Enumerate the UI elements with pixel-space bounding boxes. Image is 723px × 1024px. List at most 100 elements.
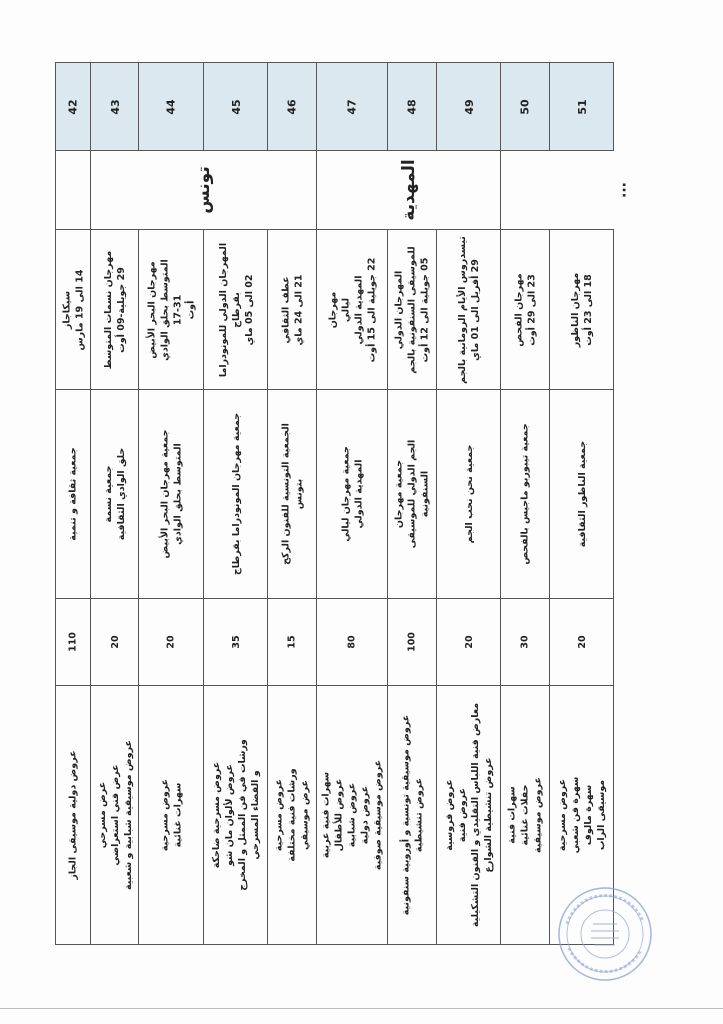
row-number-cell: 44 [138, 62, 204, 151]
count-cell-text: 35 [230, 635, 241, 649]
activities-cell-text: سهرات فنية [506, 786, 518, 844]
festival-cell-text: ليالي [340, 297, 351, 322]
count-cell: 15 [267, 598, 317, 686]
association-cell-text: جمعية ثقافة و تنمية [67, 447, 79, 541]
activities-cell-text: عروض دولية موسيقى الجاز [67, 750, 79, 880]
activities-cell-text: عرض موسيقي [299, 780, 311, 850]
activities-cell-text: عروض تنشيطية الشوارع [482, 757, 494, 873]
count-cell: 20 [549, 598, 614, 686]
activities-cell: سهرات فنية حفلات غنائية عروض موسيقية [500, 685, 550, 945]
count-cell-text: 20 [463, 635, 474, 649]
association-cell-text: جمعية مهرجان ليالي [340, 446, 351, 542]
festival-cell: مهرجان ليالي المهدية الدولي 22 جويلية الى 1… [316, 229, 388, 390]
festival-cell-text: مهرجان البحر الأبيض [146, 260, 157, 359]
count-cell: 20 [436, 598, 501, 686]
count-cell-text: 20 [165, 635, 177, 649]
festival-cell: مهرجان البحر الأبيض المتوسط بحلق الوادي 17… [138, 229, 204, 390]
row-number-cell-text: 46 [285, 98, 299, 115]
festival-cell-text: 02 الى 05 ماي [243, 274, 254, 345]
activities-cell-text: سهرات غنائية [172, 782, 183, 848]
count-cell-text: 20 [109, 635, 120, 649]
row-number-cell: 42 [55, 62, 91, 151]
festival-cell-text: المهدية الدولي [353, 275, 364, 344]
count-cell-text: 110 [67, 632, 79, 652]
festival-cell-text: 23 الى 29 أوت [526, 273, 537, 346]
dots-text: ... [613, 182, 630, 198]
activities-cell: سهرات فنية عربية عروض للأطفال عروض شبابية ع… [316, 685, 388, 945]
row-number-cell-text: 43 [108, 98, 121, 115]
activities-cell-text: حفلات غنائية [519, 784, 531, 846]
trailing-dots: ... [612, 160, 632, 220]
activities-cell: عروض موسيقية تونسية و أوروبية سنفونية عرو… [387, 685, 437, 945]
activities-cell-text: عروض فنية [456, 787, 468, 843]
association-cell-text: حلق الوادي الثقافية [115, 447, 127, 541]
festival-cell: المهرجان الدولي للمونودراما بقرطاج 02 الى … [203, 229, 268, 390]
row-number-cell: 50 [500, 62, 550, 151]
association-cell-text: بتونس [293, 478, 304, 510]
activities-cell-text: عروض لألوان مان شو [223, 764, 235, 866]
activities-cell-text: سهرة فن شعبي [569, 776, 581, 854]
count-cell: 110 [55, 598, 91, 686]
festival-cell: سيكاجاز 14 الى 19 مارس [55, 229, 91, 390]
festival-cell-text: سيكاجاز [61, 290, 72, 329]
festival-cell-text: 21 الى 24 ماي [293, 274, 304, 345]
row-number-cell-text: 44 [164, 98, 178, 115]
activities-cell-text: عروض موسيقية [532, 777, 544, 853]
festival-cell: مهرجان الفحص 23 الى 29 أوت [500, 229, 550, 390]
row-number-cell-text: 51 [575, 98, 588, 115]
activities-cell-text: عروض تنشيطية [413, 777, 424, 853]
association-cell-text: الجم الدولي للموسيقى [406, 439, 418, 549]
stamp-seal [558, 887, 652, 981]
activities-cell: عرض مسرحي عرض فني استعراضي عروض موسيقية شب… [90, 685, 139, 945]
row-number-cell: 49 [436, 62, 501, 151]
row-number-cell: 48 [387, 62, 437, 151]
activities-cell-text: عروض موسيقية صوفية [372, 759, 384, 871]
row-number-cell-text: 49 [462, 98, 475, 115]
festival-cell: مهرجان الناظور 18 الى 23 أوت [549, 229, 614, 390]
festival-cell: عطف الثقافي 21 الى 24 ماي [267, 229, 317, 390]
festival-cell-text: تيسدروس الأيام الرومانية بالجم [456, 235, 468, 384]
row-number-cell: 51 [549, 62, 614, 151]
festival-cell-text: مهرجان الناظور [569, 272, 581, 347]
row-number-cell-text: 48 [405, 98, 419, 115]
activities-cell-text: عرض مسرحي [96, 781, 107, 849]
governorate-cell-text: المهدية [398, 159, 419, 221]
association-cell: جمعية مهرجان المونودراما بقرطاج [203, 389, 268, 599]
festival-cell-text: 22 جويلية الى 15 أوت [366, 257, 377, 362]
association-cell: جمعية الناظور الثقافية [549, 389, 614, 599]
row-number-cell-text: 42 [66, 98, 80, 115]
activities-cell-text: موسيقى الراب [595, 779, 607, 851]
activities-cell: عروض فروسية عروض فنية معارض فنية اللباس ال… [436, 685, 501, 945]
count-cell: 20 [90, 598, 139, 686]
activities-cell: عروض دولية موسيقى الجاز [55, 685, 91, 945]
activities-cell-text: عروض موسيقية تونسية و أوروبية سنفونية [400, 714, 411, 916]
association-cell-text: جمعية الناظور الثقافية [576, 440, 587, 548]
row-number-cell: 43 [90, 62, 139, 151]
activities-cell-text: عروض موسيقية شبابية و شعبية [122, 740, 133, 890]
festival-cell-text: المتوسط بحلق الوادي [159, 258, 170, 361]
festival-cell-text: مهرجان [327, 291, 338, 328]
association-cell-text: المتوسط بحلق الوادي [172, 443, 183, 545]
scan-edge [0, 1008, 723, 1009]
row-number-cell-text: 50 [518, 98, 532, 115]
festival-cell: مهرجان نسمات المتوسط 29 جويلية-09 أوت [90, 229, 139, 390]
row-number-cell: 45 [203, 62, 268, 151]
activities-cell-text: ورشات فنية مختلفة [286, 768, 298, 862]
activities-cell: عروض مسرحية سهرة فن شعبي سهرة مالوف موسيقى … [549, 685, 614, 945]
activities-cell-text: عروض مسرحية [159, 778, 170, 852]
association-cell: جمعية تيبوربو ماجيس بالفحص [500, 389, 550, 599]
count-cell-text: 100 [406, 632, 418, 652]
count-cell: 20 [138, 598, 204, 686]
festival-cell-text: 14 الى 19 مارس [74, 269, 85, 350]
row-number-cell: 46 [267, 62, 317, 151]
festival-cell-text: 17-31 [172, 294, 183, 325]
count-cell: 35 [203, 598, 268, 686]
festival-cell-text: المهرجان الدولي للمونودراما [217, 242, 228, 377]
festival-cell-text: بقرطاج [230, 291, 241, 328]
association-cell-text: جمعية تيبوربو ماجيس بالفحص [519, 423, 531, 565]
count-cell: 80 [316, 598, 388, 686]
association-cell: جمعية مهرجان الجم الدولي للموسيقى السنفوني… [387, 389, 437, 599]
governorate-cell: المهدية [316, 150, 501, 230]
activities-cell: عروض مسرحية سهرات غنائية [138, 685, 204, 945]
